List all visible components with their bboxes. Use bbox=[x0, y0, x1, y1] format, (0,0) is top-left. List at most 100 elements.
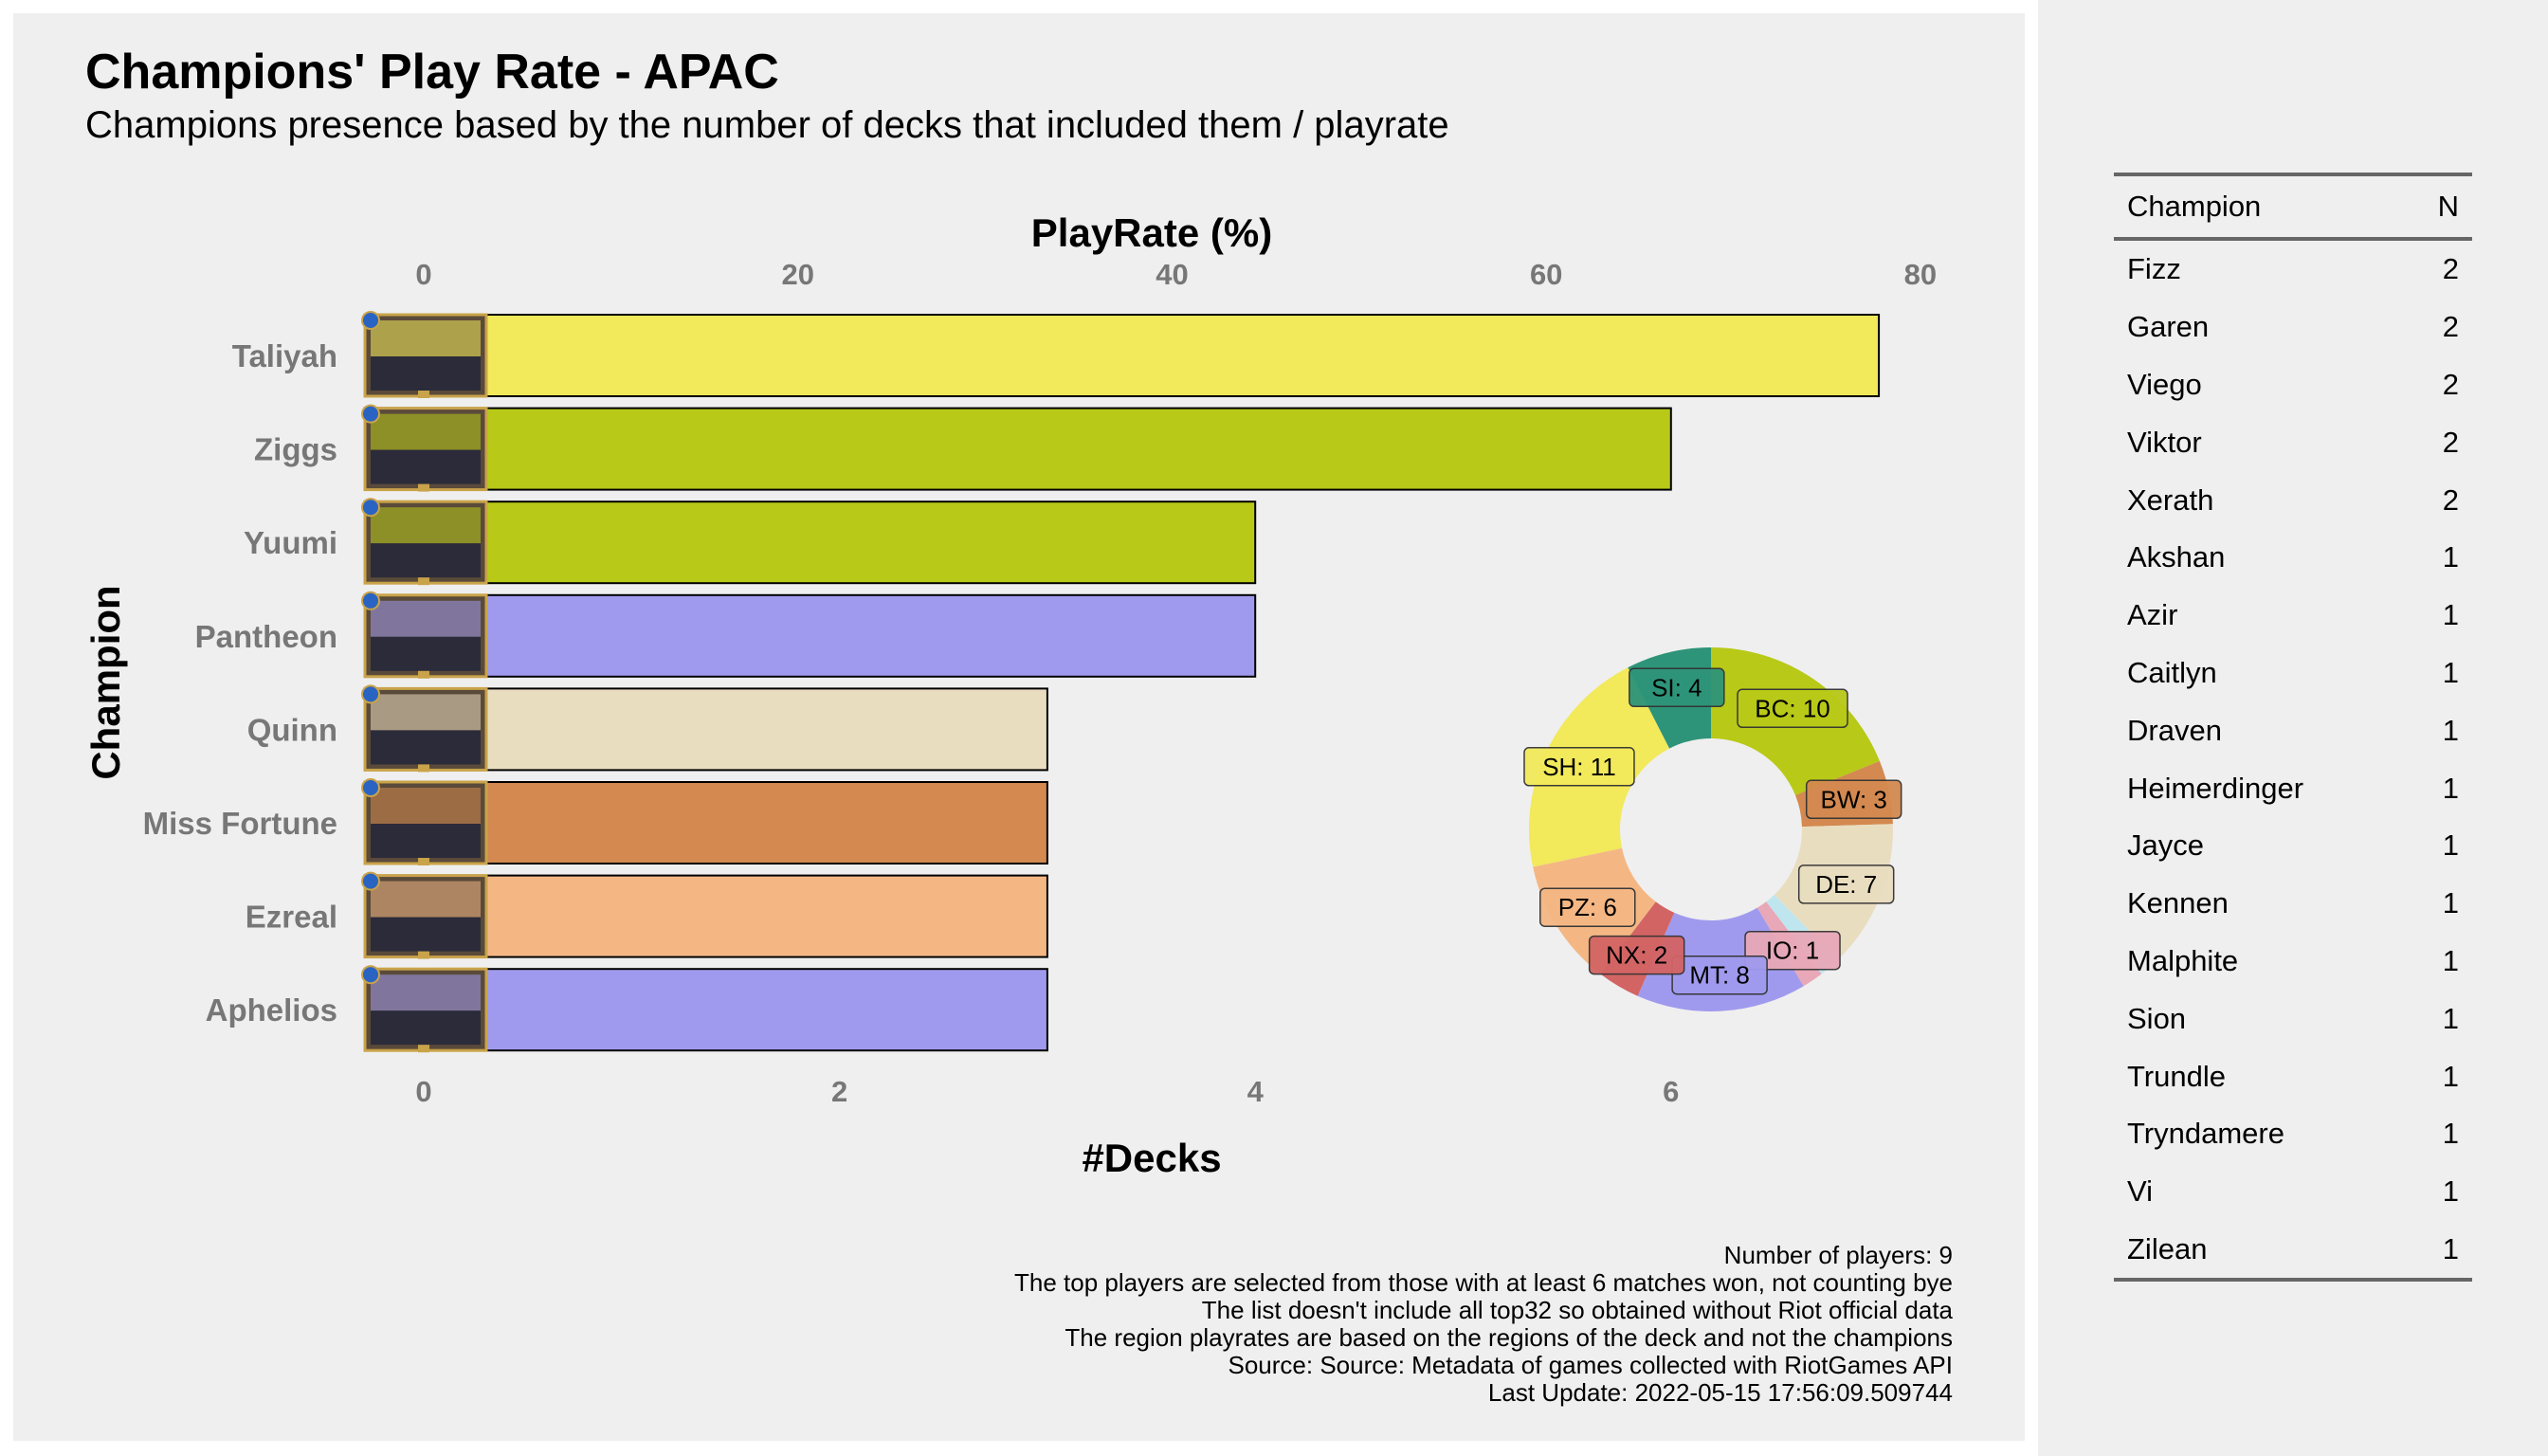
donut-label-text: DE: 7 bbox=[1815, 870, 1877, 899]
category-label: Taliyah bbox=[232, 338, 337, 373]
chart-subtitle: Champions presence based by the number o… bbox=[85, 104, 1449, 146]
champion-card-image bbox=[361, 871, 488, 959]
table-row: Kennen 1 bbox=[2114, 875, 2472, 933]
table-row: Tryndamere 1 bbox=[2114, 1105, 2472, 1163]
donut-label-text: PZ: 6 bbox=[1558, 893, 1617, 921]
cell-n: 2 bbox=[2442, 367, 2459, 401]
cell-champion: Azir bbox=[2127, 598, 2178, 632]
bar bbox=[485, 874, 1048, 958]
top-tick-label: 60 bbox=[1530, 258, 1562, 291]
donut-label-text: NX: 2 bbox=[1606, 941, 1667, 970]
table-row: Garen 2 bbox=[2114, 299, 2472, 356]
top-tick-label: 20 bbox=[781, 258, 813, 291]
cell-champion: Tryndamere bbox=[2127, 1117, 2284, 1151]
table-row: Vi 1 bbox=[2114, 1163, 2472, 1221]
bar bbox=[485, 968, 1048, 1052]
cell-n: 1 bbox=[2442, 655, 2459, 689]
bar bbox=[485, 407, 1672, 491]
table-row: Caitlyn 1 bbox=[2114, 645, 2472, 702]
cell-n: 2 bbox=[2442, 252, 2459, 286]
table-row: Viego 2 bbox=[2114, 356, 2472, 414]
donut-label: PZ: 6 bbox=[1539, 887, 1636, 927]
cell-n: 1 bbox=[2442, 713, 2459, 747]
donut-label-text: BC: 10 bbox=[1755, 694, 1830, 722]
footnote-line: Number of players: 9 bbox=[1723, 1241, 1953, 1269]
donut-label-text: SH: 11 bbox=[1542, 753, 1616, 781]
table-panel bbox=[2038, 0, 2548, 1456]
region-donut: BC: 10 BW: 3 DE: 7 IO: 1 MT: 8 NX: 2 PZ: 6 SH: … bbox=[1523, 647, 1902, 1011]
footnotes: Number of players: 9 The top players are … bbox=[1014, 1242, 1953, 1407]
bar bbox=[485, 781, 1048, 864]
table-row: Heimerdinger 1 bbox=[2114, 759, 2472, 817]
cell-champion: Xerath bbox=[2127, 482, 2214, 517]
cell-champion: Vi bbox=[2127, 1174, 2154, 1209]
bar bbox=[485, 593, 1257, 678]
table-row: Akshan 1 bbox=[2114, 529, 2472, 587]
bar-row: Miss Fortune bbox=[143, 778, 1048, 865]
table-row: Azir 1 bbox=[2114, 587, 2472, 645]
cell-champion: Jayce bbox=[2127, 828, 2204, 863]
donut-label: NX: 2 bbox=[1588, 935, 1685, 975]
table-body: Fizz 2 Garen 2 Viego 2 Viktor 2 Xerath 2 Akshan 1 Az… bbox=[2114, 241, 2472, 1278]
cell-champion: Trundle bbox=[2127, 1059, 2226, 1093]
footnote-line: The top players are selected from those … bbox=[1014, 1268, 1953, 1297]
table-row: Malphite 1 bbox=[2114, 933, 2472, 991]
cell-champion: Draven bbox=[2127, 713, 2222, 747]
footnote-line: Source: Source: Metadata of games collec… bbox=[1228, 1351, 1954, 1379]
donut-label: BW: 3 bbox=[1805, 779, 1902, 820]
cell-n: 2 bbox=[2442, 482, 2459, 517]
table-row: Jayce 1 bbox=[2114, 817, 2472, 875]
cell-n: 1 bbox=[2442, 1059, 2459, 1093]
cell-champion: Viego bbox=[2127, 367, 2202, 401]
bar bbox=[485, 687, 1048, 772]
donut-label: BC: 10 bbox=[1737, 688, 1848, 729]
footnote-line: Last Update: 2022-05-15 17:56:09.509744 bbox=[1487, 1378, 1953, 1407]
top-axis: 0 20 40 60 80 bbox=[415, 258, 1937, 291]
cell-n: 1 bbox=[2442, 828, 2459, 863]
cell-champion: Malphite bbox=[2127, 943, 2239, 977]
donut-label-text: IO: 1 bbox=[1766, 937, 1819, 965]
bar-row: Taliyah bbox=[232, 311, 1881, 398]
cell-n: 1 bbox=[2442, 598, 2459, 632]
bottom-tick-label: 2 bbox=[831, 1075, 847, 1108]
donut-label: SI: 4 bbox=[1629, 667, 1725, 708]
table-row: Xerath 2 bbox=[2114, 471, 2472, 529]
cell-champion: Zilean bbox=[2127, 1231, 2208, 1265]
table-row: Zilean 1 bbox=[2114, 1221, 2472, 1279]
donut-label: DE: 7 bbox=[1797, 864, 1895, 904]
category-label: Quinn bbox=[247, 712, 337, 747]
top-axis-title: PlayRate (%) bbox=[1031, 210, 1272, 255]
cell-champion: Kennen bbox=[2127, 886, 2229, 920]
table-row: Draven 1 bbox=[2114, 701, 2472, 759]
cell-champion: Heimerdinger bbox=[2127, 771, 2304, 805]
bar bbox=[485, 500, 1257, 585]
champion-card-image bbox=[361, 965, 488, 1053]
table-row: Sion 1 bbox=[2114, 990, 2472, 1047]
category-label: Aphelios bbox=[206, 992, 337, 1028]
champion-card-image bbox=[361, 404, 488, 492]
champion-card-image bbox=[361, 498, 488, 586]
bottom-tick-label: 0 bbox=[415, 1075, 431, 1108]
cell-champion: Garen bbox=[2127, 310, 2210, 344]
chart-title: Champions' Play Rate - APAC bbox=[85, 45, 779, 100]
bar-row: Quinn bbox=[247, 684, 1048, 773]
table-row: Viktor 2 bbox=[2114, 413, 2472, 471]
bars: Taliyah Ziggs Yuumi Pantheon Quinn Miss Fortu… bbox=[143, 311, 1881, 1053]
cell-n: 1 bbox=[2442, 1001, 2459, 1035]
bar-row: Ezreal bbox=[246, 871, 1048, 959]
category-label: Ezreal bbox=[246, 900, 337, 935]
top-tick-label: 80 bbox=[1904, 258, 1937, 291]
cell-champion: Viktor bbox=[2127, 425, 2202, 459]
bar-row: Pantheon bbox=[195, 591, 1257, 679]
cell-n: 1 bbox=[2442, 1174, 2459, 1209]
footnote-line: The region playrates are based on the re… bbox=[1065, 1323, 1953, 1352]
bar-row: Ziggs bbox=[254, 404, 1672, 492]
cell-n: 2 bbox=[2442, 425, 2459, 459]
donut-label-text: SI: 4 bbox=[1651, 673, 1702, 701]
table-header: Champion N bbox=[2114, 176, 2472, 241]
champion-card-image bbox=[361, 684, 488, 773]
cell-n: 1 bbox=[2442, 1231, 2459, 1265]
category-label: Pantheon bbox=[195, 619, 337, 654]
champion-card-image bbox=[361, 591, 488, 679]
cell-n: 2 bbox=[2442, 310, 2459, 344]
